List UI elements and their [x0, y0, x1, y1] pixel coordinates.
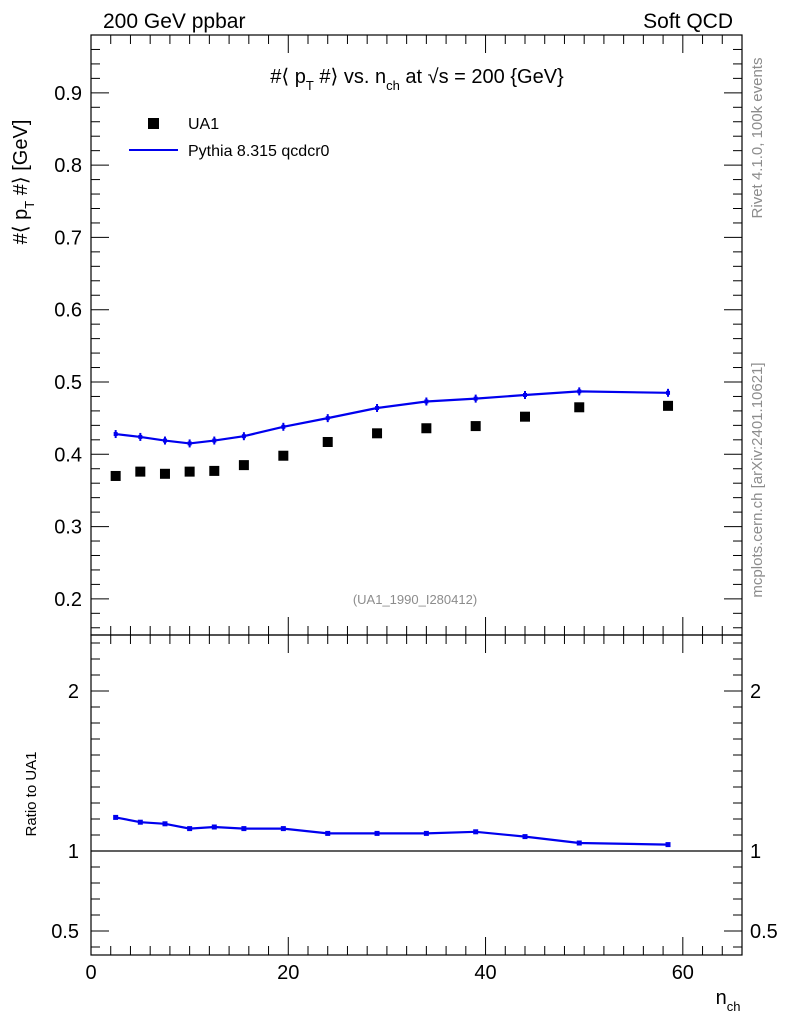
pythia-point — [375, 406, 380, 411]
ratio-point — [473, 829, 479, 835]
ratio-point — [576, 840, 582, 846]
main-y-tick-label: 0.9 — [54, 83, 82, 105]
ua1-point — [110, 470, 121, 481]
pythia-point — [523, 393, 527, 397]
main-y-axis: 0.2 0.3 0.4 0.5 0.6 0.7 0.8 0.9 — [54, 48, 742, 629]
ratio-point — [665, 842, 671, 848]
ua1-point — [322, 436, 333, 447]
pythia-point — [281, 424, 286, 429]
ua1-point — [421, 423, 432, 434]
ratio-point — [423, 830, 429, 836]
ratio-point — [280, 826, 286, 832]
ua1-point — [159, 468, 170, 479]
ua1-point — [184, 466, 195, 477]
pythia-point — [138, 434, 143, 439]
ratio-y-tick-label-right: 1 — [750, 841, 761, 863]
ratio-point — [522, 834, 528, 840]
x-axis: 0 20 40 60 — [85, 35, 743, 984]
analysis-watermark: (UA1_1990_I280412) — [353, 592, 477, 607]
ua1-point — [238, 460, 249, 471]
legend-ua1-marker — [148, 118, 159, 129]
ua1-point — [135, 466, 146, 477]
ua1-point — [663, 400, 674, 411]
main-y-tick-label: 0.7 — [54, 227, 82, 249]
x-tick-label: 40 — [474, 962, 496, 984]
ratio-point — [113, 814, 119, 820]
pythia-point — [113, 432, 118, 437]
pythia-point — [212, 438, 217, 443]
main-data-layer — [110, 387, 674, 481]
ratio-point — [211, 824, 217, 830]
ratio-point — [241, 826, 247, 832]
ratio-y-axis: 0.5 0.5 1 1 2 2 — [51, 642, 778, 948]
legend: UA1 Pythia 8.315 qcdcr0 — [129, 116, 330, 160]
pythia-point — [325, 416, 330, 421]
pythia-point — [162, 438, 167, 443]
pythia-point — [241, 434, 246, 439]
ratio-y-tick-label: 1 — [68, 841, 79, 863]
pythia-point — [424, 399, 429, 404]
main-title: #⟨ pT #⟩ vs. nch at √s = 200 {GeV} — [270, 66, 564, 93]
ua1-point — [574, 402, 585, 413]
x-tick-label: 0 — [85, 962, 96, 984]
ratio-point — [325, 830, 331, 836]
ua1-point — [278, 450, 289, 461]
ratio-plot-frame — [90, 634, 743, 956]
pythia-point — [666, 390, 671, 395]
header-left-label: 200 GeV ppbar — [103, 10, 245, 33]
ratio-y-tick-label-right: 2 — [750, 681, 761, 703]
ratio-point — [162, 821, 168, 827]
ua1-point — [520, 411, 530, 422]
main-y-tick-label: 0.6 — [54, 300, 82, 322]
ratio-line — [115, 816, 669, 846]
pythia-point — [473, 396, 478, 401]
ratio-y-tick-label: 2 — [68, 681, 79, 703]
pythia-line — [115, 390, 669, 445]
legend-pythia-label: Pythia 8.315 qcdcr0 — [188, 143, 330, 160]
ratio-y-axis-label: Ratio to UA1 — [23, 751, 40, 836]
ratio-y-tick-label: 0.5 — [51, 921, 79, 943]
mcplots-label: mcplots.cern.ch [arXiv:2401.10621] — [749, 362, 766, 597]
x-axis-label: nch — [716, 987, 741, 1014]
ua1-point — [209, 465, 220, 476]
main-y-tick-label: 0.4 — [54, 444, 82, 466]
rivet-version-label: Rivet 4.1.0, 100k events — [749, 58, 766, 219]
ratio-y-tick-label-right: 0.5 — [750, 921, 778, 943]
header-right-label: Soft QCD — [643, 10, 733, 33]
x-tick-label: 20 — [277, 962, 299, 984]
main-y-tick-label: 0.8 — [54, 155, 82, 177]
ua1-point — [470, 421, 481, 432]
ratio-point — [137, 819, 143, 825]
main-y-tick-label: 0.3 — [54, 517, 82, 539]
x-tick-label: 60 — [672, 962, 694, 984]
pythia-point — [187, 441, 192, 446]
ratio-point — [374, 830, 380, 836]
ratio-data-layer — [91, 814, 742, 852]
legend-ua1-label: UA1 — [188, 116, 219, 133]
main-y-tick-label: 0.2 — [54, 589, 82, 611]
pythia-point — [577, 389, 582, 394]
main-y-axis-label: #⟨ pT #⟩ [GeV] — [10, 120, 37, 245]
ratio-point — [187, 826, 193, 832]
main-y-tick-label: 0.5 — [54, 372, 82, 394]
ua1-point — [372, 428, 383, 439]
